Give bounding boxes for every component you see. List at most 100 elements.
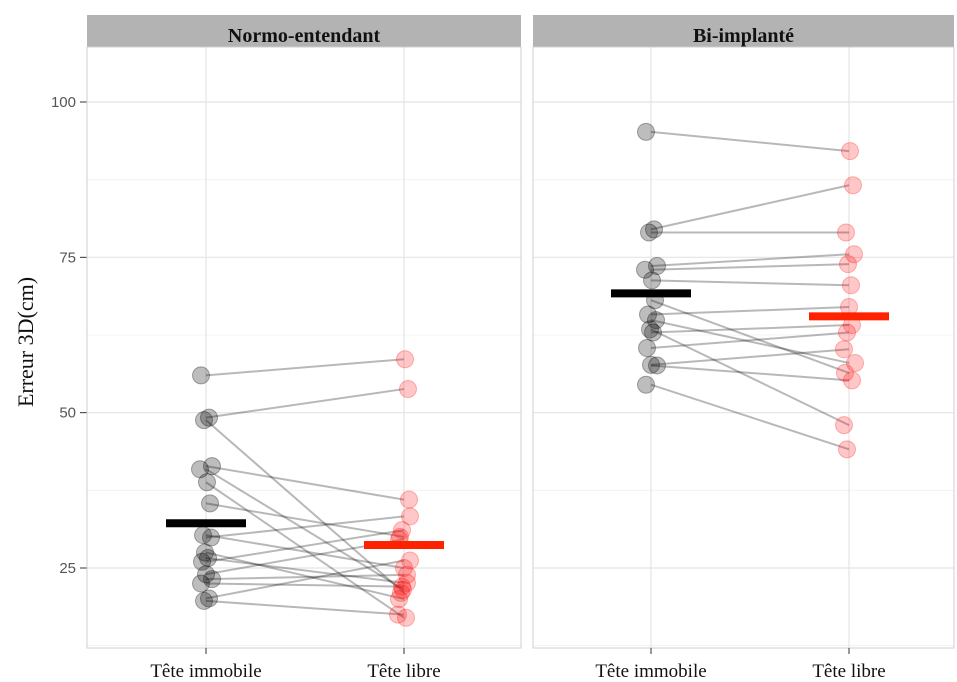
x-tick-label-tete-libre: Tête libre <box>367 661 440 682</box>
x-tick-label-tete-immobile: Tête immobile <box>595 661 706 682</box>
point-tete-immobile <box>201 494 219 513</box>
pair-line <box>650 253 850 268</box>
point-tete-immobile <box>203 457 221 476</box>
pair-line <box>205 358 405 377</box>
pair-line <box>650 299 850 374</box>
y-tick-label: 100 <box>51 94 76 111</box>
point-tete-immobile <box>193 552 211 571</box>
y-tick-label: 25 <box>59 560 76 577</box>
point-tete-libre <box>399 380 417 399</box>
point-tete-libre <box>392 583 410 602</box>
pair-line <box>205 599 405 616</box>
panel-strip <box>87 15 521 47</box>
point-tete-immobile <box>637 375 655 394</box>
point-tete-libre <box>401 551 419 570</box>
pair-line <box>205 388 405 419</box>
x-tick-label-tete-libre: Tête libre <box>812 661 885 682</box>
point-tete-immobile <box>647 311 665 330</box>
point-tete-libre <box>843 371 861 390</box>
point-tete-libre <box>393 521 411 540</box>
point-tete-libre <box>390 590 408 609</box>
point-tete-immobile <box>195 591 213 610</box>
point-tete-immobile <box>640 223 658 242</box>
pair-line <box>650 324 850 334</box>
pair-line <box>650 306 850 316</box>
point-tete-immobile <box>636 260 654 279</box>
panel-background <box>87 47 521 648</box>
panel-border <box>86 46 522 649</box>
panel-border <box>532 46 955 649</box>
panel-title: Normo-entendant <box>228 25 381 47</box>
point-tete-immobile <box>639 305 657 324</box>
panel-background <box>533 47 954 648</box>
panel-normo-entendant: Normo-entendant Tête immobile Tête libre <box>86 15 522 682</box>
pair-line <box>205 515 405 539</box>
pair-line <box>650 263 850 271</box>
pair-line <box>205 529 405 563</box>
point-tete-libre <box>393 577 411 596</box>
point-tete-libre <box>846 353 864 372</box>
pair-line <box>205 468 405 591</box>
point-tete-immobile <box>202 528 220 547</box>
point-tete-immobile <box>637 122 655 141</box>
point-tete-immobile <box>648 257 666 276</box>
panel-strip <box>533 15 954 47</box>
pair-line <box>650 348 850 366</box>
y-tick-label: 50 <box>59 405 76 422</box>
mean-bar-tete-immobile <box>166 519 246 528</box>
pair-line <box>205 502 405 538</box>
pair-line <box>205 465 405 501</box>
point-tete-libre <box>401 507 419 526</box>
mean-bar-tete-libre <box>364 541 444 550</box>
pair-line <box>650 279 850 287</box>
pair-line <box>205 573 405 581</box>
pair-line <box>205 582 405 588</box>
point-tete-immobile <box>192 366 210 385</box>
pair-line <box>205 419 405 594</box>
pair-line <box>650 331 850 350</box>
point-tete-immobile <box>192 574 210 593</box>
point-tete-immobile <box>200 589 218 608</box>
pair-line <box>650 184 850 231</box>
point-tete-libre <box>389 605 407 624</box>
pair-line <box>205 551 405 601</box>
point-tete-libre <box>398 565 416 584</box>
point-tete-immobile <box>198 473 216 492</box>
point-tete-immobile <box>200 408 218 427</box>
point-tete-libre <box>839 255 857 274</box>
point-tete-libre <box>837 223 855 242</box>
y-axis-label: Erreur 3D(cm) <box>13 277 38 407</box>
point-tete-immobile <box>197 565 215 584</box>
x-tick-label-tete-immobile: Tête immobile <box>150 661 261 682</box>
mean-bar-tete-libre <box>809 312 889 321</box>
point-tete-immobile <box>645 220 663 239</box>
pair-line <box>650 319 850 364</box>
point-tete-libre <box>838 323 856 342</box>
point-tete-libre <box>400 490 418 509</box>
point-tete-libre <box>845 245 863 264</box>
point-tete-libre <box>842 276 860 295</box>
pair-line <box>205 534 405 569</box>
point-tete-libre <box>397 608 415 627</box>
mean-bar-tete-immobile <box>611 289 691 298</box>
point-tete-immobile <box>641 320 659 339</box>
point-tete-libre <box>841 142 859 161</box>
point-tete-libre <box>398 573 416 592</box>
pair-line <box>650 364 850 382</box>
pair-line <box>205 481 405 619</box>
point-tete-immobile <box>642 355 660 374</box>
point-tete-libre <box>394 580 412 599</box>
panel-title: Bi-implanté <box>693 25 794 47</box>
pair-line <box>205 559 405 600</box>
point-tete-libre <box>836 363 854 382</box>
point-tete-immobile <box>195 411 213 430</box>
point-tete-immobile <box>643 271 661 290</box>
point-tete-immobile <box>199 549 217 568</box>
point-tete-immobile <box>644 323 662 342</box>
pair-line <box>650 383 850 451</box>
point-tete-libre <box>835 416 853 435</box>
pair-line <box>205 557 405 584</box>
y-axis-ticks: 25 50 75 100 <box>51 94 87 577</box>
point-tete-libre <box>844 176 862 195</box>
